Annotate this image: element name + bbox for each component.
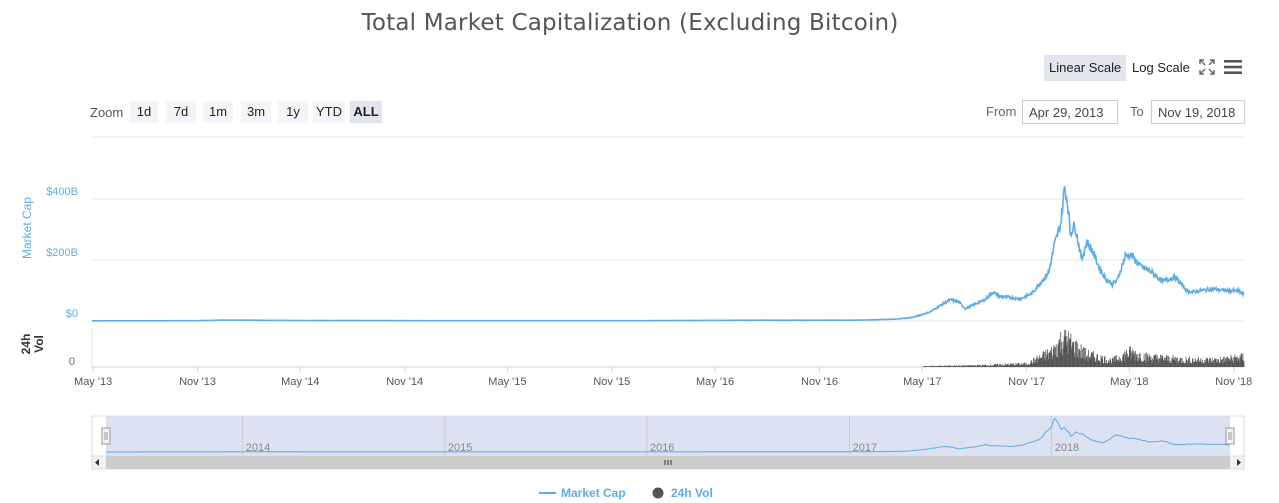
scroll-left-icon[interactable] <box>95 459 99 466</box>
y-tick-label: $200B <box>46 247 78 259</box>
zoom-1m-button[interactable]: 1m <box>203 101 233 123</box>
zoom-7d-button[interactable]: 7d <box>166 101 196 123</box>
x-tick-label: Nov '13 <box>179 376 216 388</box>
navigator-year-label: 2014 <box>246 442 270 454</box>
to-date-input[interactable] <box>1151 100 1245 124</box>
navigator-year-label: 2016 <box>650 442 674 454</box>
legend-volume[interactable]: 24h Vol <box>671 486 713 500</box>
volume-series <box>922 330 1245 367</box>
navigator-year-label: 2018 <box>1055 442 1079 454</box>
chart-title: Total Market Capitalization (Excluding B… <box>361 10 899 36</box>
x-tick-label: Nov '15 <box>593 376 630 388</box>
svg-text:24hVol: 24hVol <box>19 334 46 355</box>
navigator: 2014 2015 2016 2017 2018 <box>91 415 1245 470</box>
scroll-right-icon[interactable] <box>1237 459 1241 466</box>
x-tick-label: Nov '16 <box>801 376 838 388</box>
zoom-1d-button[interactable]: 1d <box>130 101 158 123</box>
navigator-line <box>106 417 1230 453</box>
navigator-handle-right[interactable] <box>1225 427 1235 445</box>
zoom-ytd-button[interactable]: YTD <box>313 101 345 123</box>
zoom-label: Zoom <box>90 105 124 120</box>
x-tick-label: May '14 <box>281 376 319 388</box>
log-scale-button[interactable]: Log Scale <box>1132 60 1190 75</box>
x-tick-label: May '13 <box>74 376 112 388</box>
from-label: From <box>986 104 1017 119</box>
to-label: To <box>1130 104 1144 119</box>
y-axis-label: Market Cap <box>20 197 34 259</box>
volume-axis-label: 24hVol <box>19 334 46 355</box>
x-tick-label: May '17 <box>903 376 941 388</box>
y-tick-label: $0 <box>66 308 78 320</box>
x-axis: May '13 Nov '13 May '14 Nov '14 May '15 Nov '… <box>74 367 1252 388</box>
navigator-year-label: 2017 <box>853 442 877 454</box>
volume-axis-tick: 0 <box>69 356 75 368</box>
from-date-input[interactable] <box>1022 100 1118 124</box>
x-tick-label: Nov '17 <box>1008 376 1045 388</box>
navigator-handle-left[interactable] <box>101 427 111 445</box>
x-tick-label: Nov '14 <box>386 376 423 388</box>
grid-lines <box>91 136 1244 368</box>
fullscreen-icon[interactable] <box>1199 59 1215 75</box>
navigator-year-label: 2015 <box>448 442 472 454</box>
x-tick-label: Nov '18 <box>1215 376 1252 388</box>
x-tick-label: May '16 <box>696 376 734 388</box>
y-tick-label: $400B <box>46 186 78 198</box>
x-tick-label: May '18 <box>1110 376 1148 388</box>
zoom-all-button[interactable]: ALL <box>350 101 382 123</box>
menu-icon[interactable] <box>1223 58 1243 76</box>
market-cap-line <box>92 184 1245 322</box>
legend-volume-marker <box>652 487 664 499</box>
zoom-1y-button[interactable]: 1y <box>278 101 308 123</box>
x-tick-label: May '15 <box>488 376 526 388</box>
legend-market-cap[interactable]: Market Cap <box>561 486 626 500</box>
y-axis: $0 $200B $400B <box>46 186 78 320</box>
linear-scale-button[interactable]: Linear Scale <box>1044 55 1127 81</box>
zoom-3m-button[interactable]: 3m <box>241 101 271 123</box>
scrollbar-grip-icon <box>664 460 672 465</box>
